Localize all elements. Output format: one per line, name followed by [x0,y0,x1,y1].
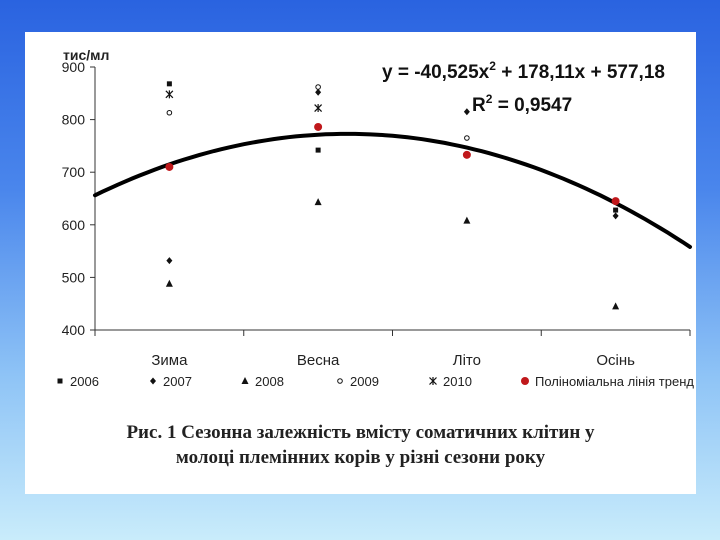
x-tick-label: Зима [151,352,188,369]
caption-line-1: Рис. 1 Сезонна залежність вмісту соматич… [126,422,595,443]
y-tick-label: 400 [62,322,86,338]
data-point-2009 [315,84,321,90]
data-point-поліноміальна-лінія- [462,150,471,159]
caption-line-2: молоці племінних корів у різні сезони ро… [175,447,546,468]
y-tick-label: 500 [62,269,86,285]
data-point-поліноміальна-лінія- [611,197,620,206]
legend-marker [429,377,437,385]
data-point-2008 [314,198,322,206]
legend-label: 2010 [443,374,472,389]
data-point-2007 [166,257,173,265]
legend-marker [241,377,249,384]
data-point-2010 [314,104,323,113]
data-point-2008 [165,279,173,287]
data-point-2006 [315,147,321,153]
data-point-поліноміальна-лінія- [314,122,323,131]
y-axis-label: тис/мл [63,47,109,63]
x-tick-label: Літо [453,352,481,369]
data-point-2007 [463,108,470,116]
data-point-поліноміальна-лінія- [165,162,174,171]
legend-label: 2009 [350,374,379,389]
y-tick-label: 800 [62,112,86,128]
data-point-2008 [463,216,471,224]
legend-marker [150,377,156,385]
data-point-2008 [612,302,620,310]
y-tick-label: 700 [62,164,86,180]
figure-caption: Рис. 1 Сезонна залежність вмісту соматич… [25,420,696,470]
trendline-r-squared: R2 = 0,9547 [472,92,572,116]
data-point-2010 [165,90,174,99]
legend-marker [337,378,343,384]
legend-item: 2009 [337,374,379,389]
trendline-equation: y = -40,525x2 + 178,11x + 577,18 [382,59,665,83]
legend-label: 2007 [163,374,192,389]
data-point-2009 [166,109,173,116]
slide-panel [25,32,696,494]
legend-item: Поліноміальна лінія тренд [521,374,694,389]
data-point-2006 [613,207,619,213]
legend-marker [521,377,529,385]
legend-label: 2008 [255,374,284,389]
legend-marker [57,378,63,384]
legend-label: 2006 [70,374,99,389]
x-tick-label: Осінь [596,352,635,369]
legend-item: 2008 [241,374,284,389]
data-point-2009 [464,135,470,141]
legend-item: 2010 [429,374,472,389]
y-tick-label: 600 [62,217,86,233]
legend-item: 2006 [57,374,99,389]
y-tick-label: 900 [62,59,86,75]
x-tick-label: Весна [297,352,340,369]
legend-label: Поліноміальна лінія тренд [535,374,694,389]
legend-item: 2007 [150,374,192,389]
trendline [93,131,692,249]
data-point-2007 [315,88,322,96]
data-point-2006 [166,81,172,87]
data-point-2007 [612,212,619,220]
